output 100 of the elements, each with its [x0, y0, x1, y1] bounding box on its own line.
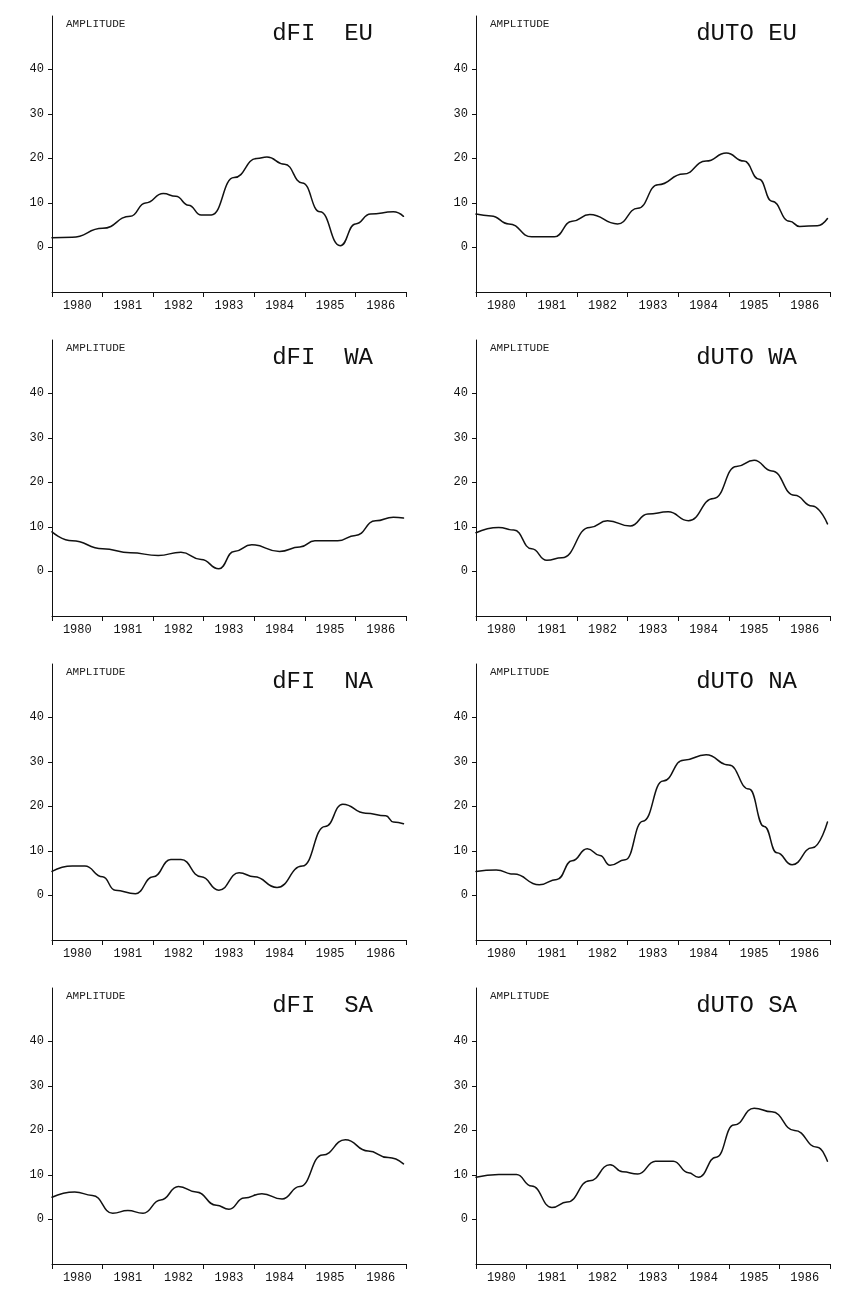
y-axis-title: AMPLITUDE — [66, 17, 126, 30]
y-axis-title: AMPLITUDE — [66, 665, 126, 678]
y-tick-label: 20 — [29, 475, 44, 490]
x-tick-label: 1983 — [214, 1271, 244, 1285]
y-tick-label: 10 — [453, 843, 468, 858]
y-axis-title: AMPLITUDE — [490, 17, 550, 30]
x-tick-label: 1983 — [638, 299, 668, 313]
y-tick-label: 30 — [29, 430, 44, 445]
x-tick-label: 1986 — [366, 947, 396, 961]
x-tick-label: 1980 — [62, 299, 92, 313]
x-tick-label: 1981 — [113, 1271, 143, 1285]
x-tick-label: 1983 — [214, 299, 244, 313]
y-tick-label: 40 — [453, 62, 468, 77]
y-tick-label: 10 — [29, 843, 44, 858]
x-tick-label: 1981 — [113, 299, 143, 313]
y-axis-title: AMPLITUDE — [66, 341, 126, 354]
x-tick-label: 1980 — [486, 1271, 516, 1285]
x-tick-label: 1980 — [486, 947, 516, 961]
y-axis-title: AMPLITUDE — [490, 665, 550, 678]
y-tick-label: 20 — [29, 151, 44, 166]
y-tick-label: 0 — [36, 888, 44, 903]
x-tick-label: 1980 — [486, 623, 516, 637]
chart-title: dFI SA — [272, 991, 374, 1019]
y-tick-label: 30 — [453, 1078, 468, 1093]
y-tick-label: 40 — [29, 710, 44, 725]
y-tick-label: 40 — [453, 386, 468, 401]
x-tick-label: 1982 — [588, 1271, 617, 1285]
x-tick-label: 1985 — [315, 623, 345, 637]
chart-title: dFI WA — [272, 343, 374, 371]
y-tick-label: 0 — [460, 888, 468, 903]
x-tick-label: 1984 — [689, 947, 718, 961]
y-axis-title: AMPLITUDE — [66, 989, 126, 1002]
x-tick-label: 1983 — [638, 623, 668, 637]
x-tick-label: 1982 — [164, 947, 193, 961]
y-tick-label: 40 — [453, 710, 468, 725]
x-tick-label: 1986 — [366, 299, 396, 313]
y-tick-label: 30 — [29, 1078, 44, 1093]
y-tick-label: 30 — [29, 106, 44, 121]
y-tick-label: 20 — [453, 475, 468, 490]
y-tick-label: 10 — [453, 195, 468, 210]
x-tick-label: 1980 — [62, 623, 92, 637]
chart-title: dUTO SA — [696, 991, 798, 1019]
y-axis-title: AMPLITUDE — [490, 341, 550, 354]
y-tick-label: 40 — [29, 62, 44, 77]
x-tick-label: 1982 — [588, 623, 617, 637]
y-tick-label: 40 — [29, 386, 44, 401]
y-tick-label: 0 — [36, 240, 44, 255]
x-tick-label: 1981 — [113, 947, 143, 961]
x-tick-label: 1981 — [537, 1271, 567, 1285]
x-tick-label: 1984 — [689, 623, 718, 637]
x-tick-label: 1980 — [486, 299, 516, 313]
y-tick-label: 0 — [460, 240, 468, 255]
y-tick-label: 20 — [29, 799, 44, 814]
y-axis-title: AMPLITUDE — [490, 989, 550, 1002]
x-tick-label: 1985 — [739, 1271, 769, 1285]
x-tick-label: 1982 — [588, 947, 617, 961]
chart-title: dFI NA — [272, 667, 374, 695]
x-tick-label: 1986 — [366, 1271, 396, 1285]
x-tick-label: 1985 — [739, 623, 769, 637]
x-tick-label: 1986 — [790, 1271, 820, 1285]
y-tick-label: 30 — [453, 754, 468, 769]
y-tick-label: 30 — [453, 430, 468, 445]
x-tick-label: 1983 — [638, 947, 668, 961]
x-tick-label: 1983 — [214, 623, 244, 637]
y-tick-label: 0 — [36, 564, 44, 579]
x-tick-label: 1982 — [164, 623, 193, 637]
chart-title: dFI EU — [272, 19, 374, 47]
x-tick-label: 1985 — [315, 947, 345, 961]
x-tick-label: 1981 — [537, 623, 567, 637]
y-tick-label: 30 — [29, 754, 44, 769]
x-tick-label: 1985 — [739, 947, 769, 961]
x-tick-label: 1984 — [265, 623, 294, 637]
x-tick-label: 1984 — [689, 1271, 718, 1285]
y-tick-label: 10 — [29, 195, 44, 210]
x-tick-label: 1984 — [265, 1271, 294, 1285]
x-tick-label: 1982 — [164, 299, 193, 313]
y-tick-label: 0 — [460, 1212, 468, 1227]
x-tick-label: 1984 — [265, 299, 294, 313]
x-tick-label: 1982 — [588, 299, 617, 313]
y-tick-label: 30 — [453, 106, 468, 121]
x-tick-label: 1984 — [689, 299, 718, 313]
y-tick-label: 0 — [460, 564, 468, 579]
x-tick-label: 1985 — [315, 299, 345, 313]
y-tick-label: 20 — [453, 1123, 468, 1138]
x-tick-label: 1981 — [537, 947, 567, 961]
x-tick-label: 1985 — [315, 1271, 345, 1285]
x-tick-label: 1981 — [113, 623, 143, 637]
y-tick-label: 20 — [29, 1123, 44, 1138]
y-tick-label: 10 — [453, 519, 468, 534]
y-tick-label: 10 — [453, 1167, 468, 1182]
y-tick-label: 40 — [453, 1034, 468, 1049]
chart-title: dUTO NA — [696, 667, 798, 695]
x-tick-label: 1985 — [739, 299, 769, 313]
chart-title: dUTO EU — [696, 19, 798, 47]
y-tick-label: 10 — [29, 1167, 44, 1182]
x-tick-label: 1986 — [790, 299, 820, 313]
x-tick-label: 1986 — [790, 947, 820, 961]
x-tick-label: 1981 — [537, 299, 567, 313]
x-tick-label: 1986 — [790, 623, 820, 637]
x-tick-label: 1986 — [366, 623, 396, 637]
